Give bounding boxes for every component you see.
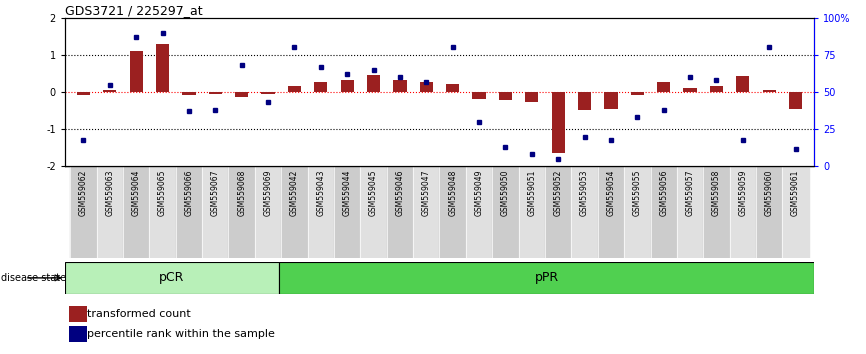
Bar — [730, 166, 756, 258]
Bar — [572, 166, 598, 258]
Bar — [229, 166, 255, 258]
Bar — [439, 166, 466, 258]
Text: GSM559061: GSM559061 — [791, 169, 800, 216]
Bar — [703, 166, 730, 258]
Bar — [413, 166, 439, 258]
Text: GSM559053: GSM559053 — [580, 169, 589, 216]
Bar — [446, 84, 459, 92]
Text: GSM559066: GSM559066 — [184, 169, 193, 216]
Text: GSM559055: GSM559055 — [633, 169, 642, 216]
Bar — [466, 166, 492, 258]
Bar — [176, 166, 202, 258]
Text: GSM559063: GSM559063 — [106, 169, 114, 216]
Text: GSM559045: GSM559045 — [369, 169, 378, 216]
Bar — [552, 92, 565, 153]
Bar — [235, 92, 249, 97]
Text: GSM559068: GSM559068 — [237, 169, 246, 216]
Text: GSM559048: GSM559048 — [449, 169, 457, 216]
Bar — [387, 166, 413, 258]
Text: GSM559060: GSM559060 — [765, 169, 773, 216]
Bar — [288, 86, 301, 92]
Bar — [103, 90, 116, 92]
Bar — [281, 166, 307, 258]
Text: GSM559057: GSM559057 — [686, 169, 695, 216]
Text: GSM559067: GSM559067 — [210, 169, 220, 216]
Bar — [782, 166, 809, 258]
Bar — [473, 92, 486, 99]
Bar — [367, 75, 380, 92]
Bar — [525, 92, 539, 102]
Text: GSM559044: GSM559044 — [343, 169, 352, 216]
Bar — [334, 166, 360, 258]
Bar — [209, 92, 222, 94]
Bar — [262, 92, 275, 94]
Text: GSM559065: GSM559065 — [158, 169, 167, 216]
Bar — [492, 166, 519, 258]
Bar — [789, 92, 802, 109]
Bar — [710, 86, 723, 92]
Bar — [683, 87, 696, 92]
Bar — [545, 166, 572, 258]
Text: GSM559056: GSM559056 — [659, 169, 669, 216]
Bar — [598, 166, 624, 258]
Bar — [255, 166, 281, 258]
Bar — [314, 82, 327, 92]
Bar — [68, 326, 87, 342]
Bar — [68, 306, 87, 321]
Bar — [156, 44, 169, 92]
Bar — [65, 262, 279, 294]
Bar — [763, 90, 776, 92]
Bar — [756, 166, 782, 258]
Text: GSM559062: GSM559062 — [79, 169, 88, 216]
Bar — [149, 166, 176, 258]
Bar — [360, 166, 387, 258]
Bar — [340, 80, 354, 92]
Text: disease state: disease state — [1, 273, 66, 283]
Bar — [420, 82, 433, 92]
Text: pCR: pCR — [159, 272, 184, 284]
Text: GSM559042: GSM559042 — [290, 169, 299, 216]
Text: transformed count: transformed count — [87, 309, 191, 319]
Text: GSM559047: GSM559047 — [422, 169, 430, 216]
Bar — [183, 92, 196, 95]
Bar — [677, 166, 703, 258]
Bar — [130, 51, 143, 92]
Bar — [499, 92, 512, 100]
Text: GSM559046: GSM559046 — [396, 169, 404, 216]
Bar — [630, 92, 644, 95]
Text: GSM559052: GSM559052 — [553, 169, 563, 216]
Text: GSM559059: GSM559059 — [739, 169, 747, 216]
Bar — [604, 92, 617, 109]
Bar — [650, 166, 677, 258]
Bar — [70, 166, 97, 258]
Text: GSM559050: GSM559050 — [501, 169, 510, 216]
Text: percentile rank within the sample: percentile rank within the sample — [87, 330, 275, 339]
Text: GSM559049: GSM559049 — [475, 169, 483, 216]
Bar — [578, 92, 591, 110]
Bar — [736, 76, 749, 92]
Bar — [279, 262, 814, 294]
Bar — [77, 92, 90, 95]
Bar — [97, 166, 123, 258]
Text: pPR: pPR — [534, 272, 559, 284]
Text: GSM559064: GSM559064 — [132, 169, 140, 216]
Text: GSM559043: GSM559043 — [316, 169, 326, 216]
Text: GSM559058: GSM559058 — [712, 169, 721, 216]
Bar — [307, 166, 334, 258]
Bar — [657, 82, 670, 92]
Bar — [202, 166, 229, 258]
Bar — [624, 166, 650, 258]
Bar — [123, 166, 149, 258]
Text: GSM559069: GSM559069 — [263, 169, 273, 216]
Text: GSM559051: GSM559051 — [527, 169, 536, 216]
Bar — [519, 166, 545, 258]
Bar — [393, 80, 406, 92]
Text: GSM559054: GSM559054 — [606, 169, 616, 216]
Text: GDS3721 / 225297_at: GDS3721 / 225297_at — [65, 4, 203, 17]
